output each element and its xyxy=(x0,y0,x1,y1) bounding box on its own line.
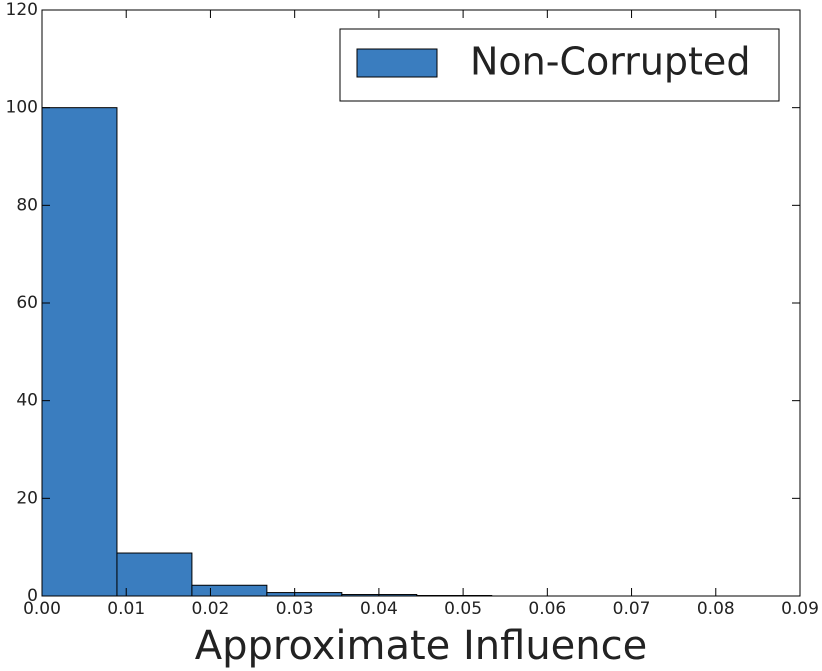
bar xyxy=(41,107,118,597)
x-axis-label: Approximate Influence xyxy=(195,623,647,669)
y-tick-label: 20 xyxy=(16,488,38,508)
x-tick-label: 0.01 xyxy=(107,599,145,619)
x-tick-label: 0.07 xyxy=(613,599,651,619)
x-tick-label: 0.06 xyxy=(528,599,566,619)
x-tick-label: 0.09 xyxy=(781,599,819,619)
bar xyxy=(116,552,193,597)
legend-label: Non-Corrupted xyxy=(470,40,750,84)
y-tick-label: 40 xyxy=(16,391,38,411)
bar xyxy=(266,592,343,597)
y-tick-label: 0 xyxy=(27,586,38,606)
x-tick-label: 0.04 xyxy=(360,599,398,619)
y-tick-label: 100 xyxy=(6,98,38,118)
bar xyxy=(191,584,268,597)
x-tick-label: 0.03 xyxy=(276,599,314,619)
y-tick-label: 80 xyxy=(16,195,38,215)
x-tick-label: 0.08 xyxy=(697,599,735,619)
x-tick-label: 0.00 xyxy=(23,599,61,619)
x-tick-label: 0.05 xyxy=(444,599,482,619)
x-tick-label: 0.02 xyxy=(192,599,230,619)
legend-swatch xyxy=(356,48,438,78)
y-tick-label: 120 xyxy=(6,0,38,20)
y-tick-label: 60 xyxy=(16,293,38,313)
